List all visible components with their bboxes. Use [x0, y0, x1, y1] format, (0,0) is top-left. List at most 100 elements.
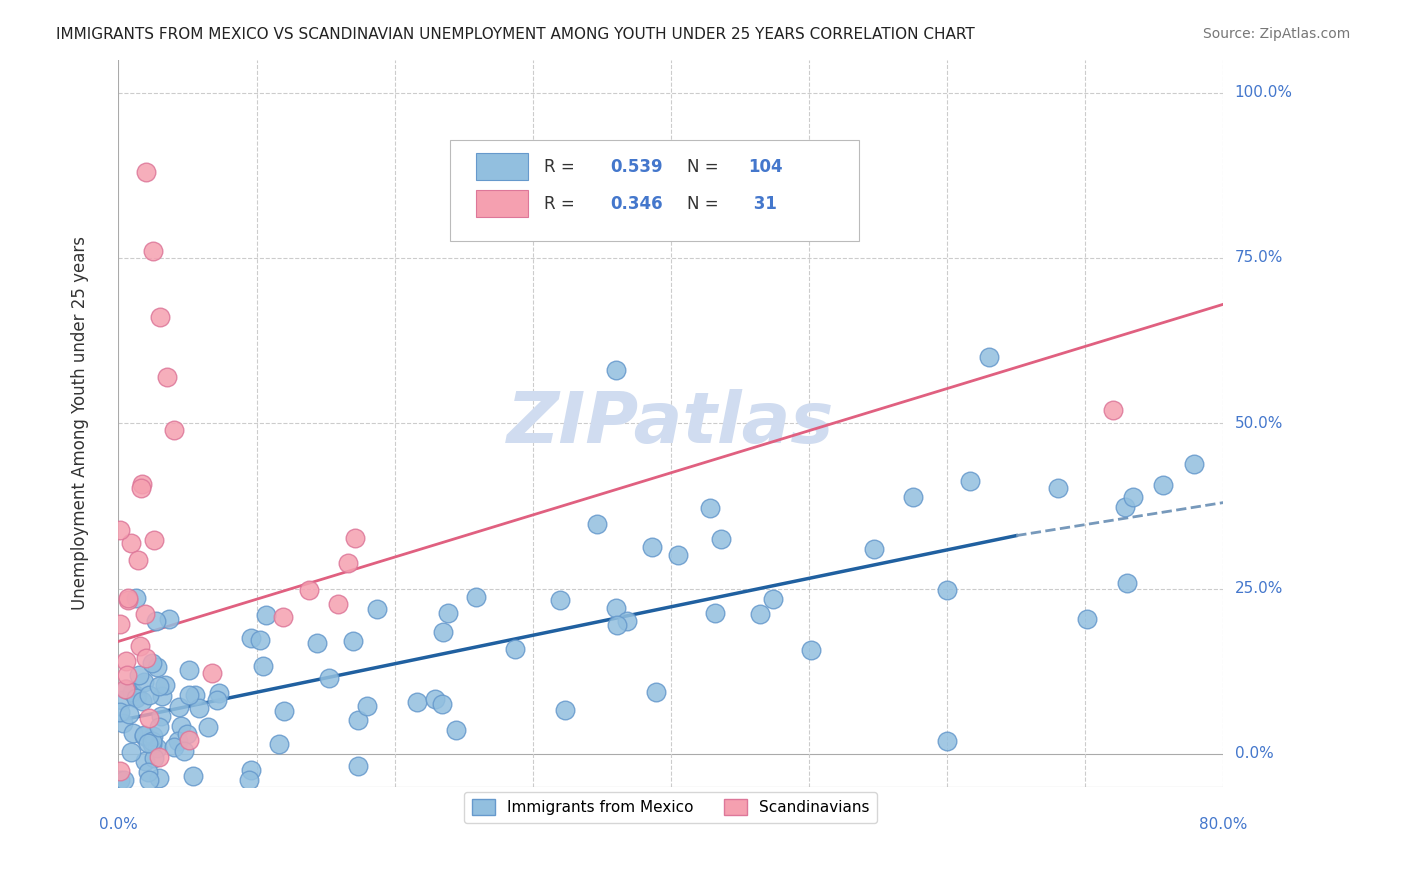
Point [108, 705, 131, 719]
Point [127, 553, 149, 567]
Point [1114, 500, 1136, 514]
Point [344, 531, 367, 545]
Text: 80.0%: 80.0% [1199, 817, 1247, 832]
Point [977, 350, 1000, 364]
Point [132, 674, 155, 689]
Point [145, 660, 167, 674]
Point [238, 773, 260, 788]
Point [249, 632, 271, 647]
Point [166, 734, 188, 748]
Text: R =: R = [544, 194, 579, 212]
Point [347, 714, 370, 728]
Point [114, 654, 136, 668]
Point [128, 640, 150, 654]
Point [145, 614, 167, 628]
Point [444, 723, 467, 738]
Point [142, 729, 165, 743]
Point [936, 733, 959, 747]
Point [120, 745, 142, 759]
Text: ZIPatlas: ZIPatlas [508, 389, 835, 458]
Point [181, 769, 204, 783]
Point [149, 310, 172, 325]
Point [136, 736, 159, 750]
Point [112, 773, 135, 788]
Point [138, 688, 160, 702]
Point [645, 685, 668, 699]
Point [117, 591, 139, 605]
Point [318, 671, 340, 685]
Point [121, 685, 143, 699]
Point [1102, 403, 1125, 417]
Point [179, 663, 201, 677]
Point [111, 715, 134, 730]
Point [136, 764, 159, 779]
Point [710, 532, 733, 546]
Text: 0.539: 0.539 [610, 158, 662, 177]
Point [131, 477, 153, 491]
Point [134, 729, 156, 743]
Point [254, 607, 277, 622]
Point [111, 693, 134, 707]
Point [298, 582, 321, 597]
Point [616, 614, 638, 628]
Point [148, 679, 170, 693]
Point [1047, 481, 1070, 495]
Point [307, 636, 329, 650]
Point [184, 688, 207, 702]
Point [115, 667, 138, 681]
Text: 31: 31 [748, 194, 778, 212]
Point [148, 720, 170, 734]
Point [437, 606, 460, 620]
Point [138, 773, 160, 788]
Point [959, 474, 981, 488]
Point [150, 709, 173, 723]
Point [135, 165, 157, 179]
Text: N =: N = [688, 194, 724, 212]
Text: 104: 104 [748, 158, 783, 177]
Point [121, 726, 143, 740]
Point [115, 682, 138, 697]
Point [114, 681, 136, 696]
Point [423, 691, 446, 706]
Point [748, 607, 770, 621]
Point [169, 700, 191, 714]
Point [170, 719, 193, 733]
Point [134, 607, 156, 622]
Point [127, 689, 149, 703]
Point [162, 423, 184, 437]
Point [271, 610, 294, 624]
Point [157, 612, 180, 626]
Point [177, 733, 200, 747]
Legend: Immigrants from Mexico, Scandinavians: Immigrants from Mexico, Scandinavians [464, 791, 877, 822]
Point [135, 651, 157, 665]
Point [173, 744, 195, 758]
Point [901, 490, 924, 504]
Text: R =: R = [544, 158, 579, 177]
Point [606, 617, 628, 632]
Point [356, 699, 378, 714]
Text: 50.0%: 50.0% [1234, 416, 1282, 431]
Point [146, 741, 169, 756]
Point [641, 540, 664, 554]
Point [432, 624, 454, 639]
Point [347, 759, 370, 773]
Point [150, 689, 173, 703]
Point [405, 695, 427, 709]
Point [800, 643, 823, 657]
FancyBboxPatch shape [450, 139, 859, 242]
Point [503, 642, 526, 657]
Point [586, 516, 609, 531]
Point [240, 763, 263, 777]
Text: 25.0%: 25.0% [1234, 581, 1282, 596]
Text: Source: ZipAtlas.com: Source: ZipAtlas.com [1202, 27, 1350, 41]
Point [108, 616, 131, 631]
Point [128, 668, 150, 682]
Point [704, 606, 727, 620]
Point [177, 688, 200, 702]
Point [148, 750, 170, 764]
Point [143, 751, 166, 765]
Point [605, 363, 627, 377]
Point [267, 737, 290, 751]
Point [239, 631, 262, 645]
Point [188, 701, 211, 715]
